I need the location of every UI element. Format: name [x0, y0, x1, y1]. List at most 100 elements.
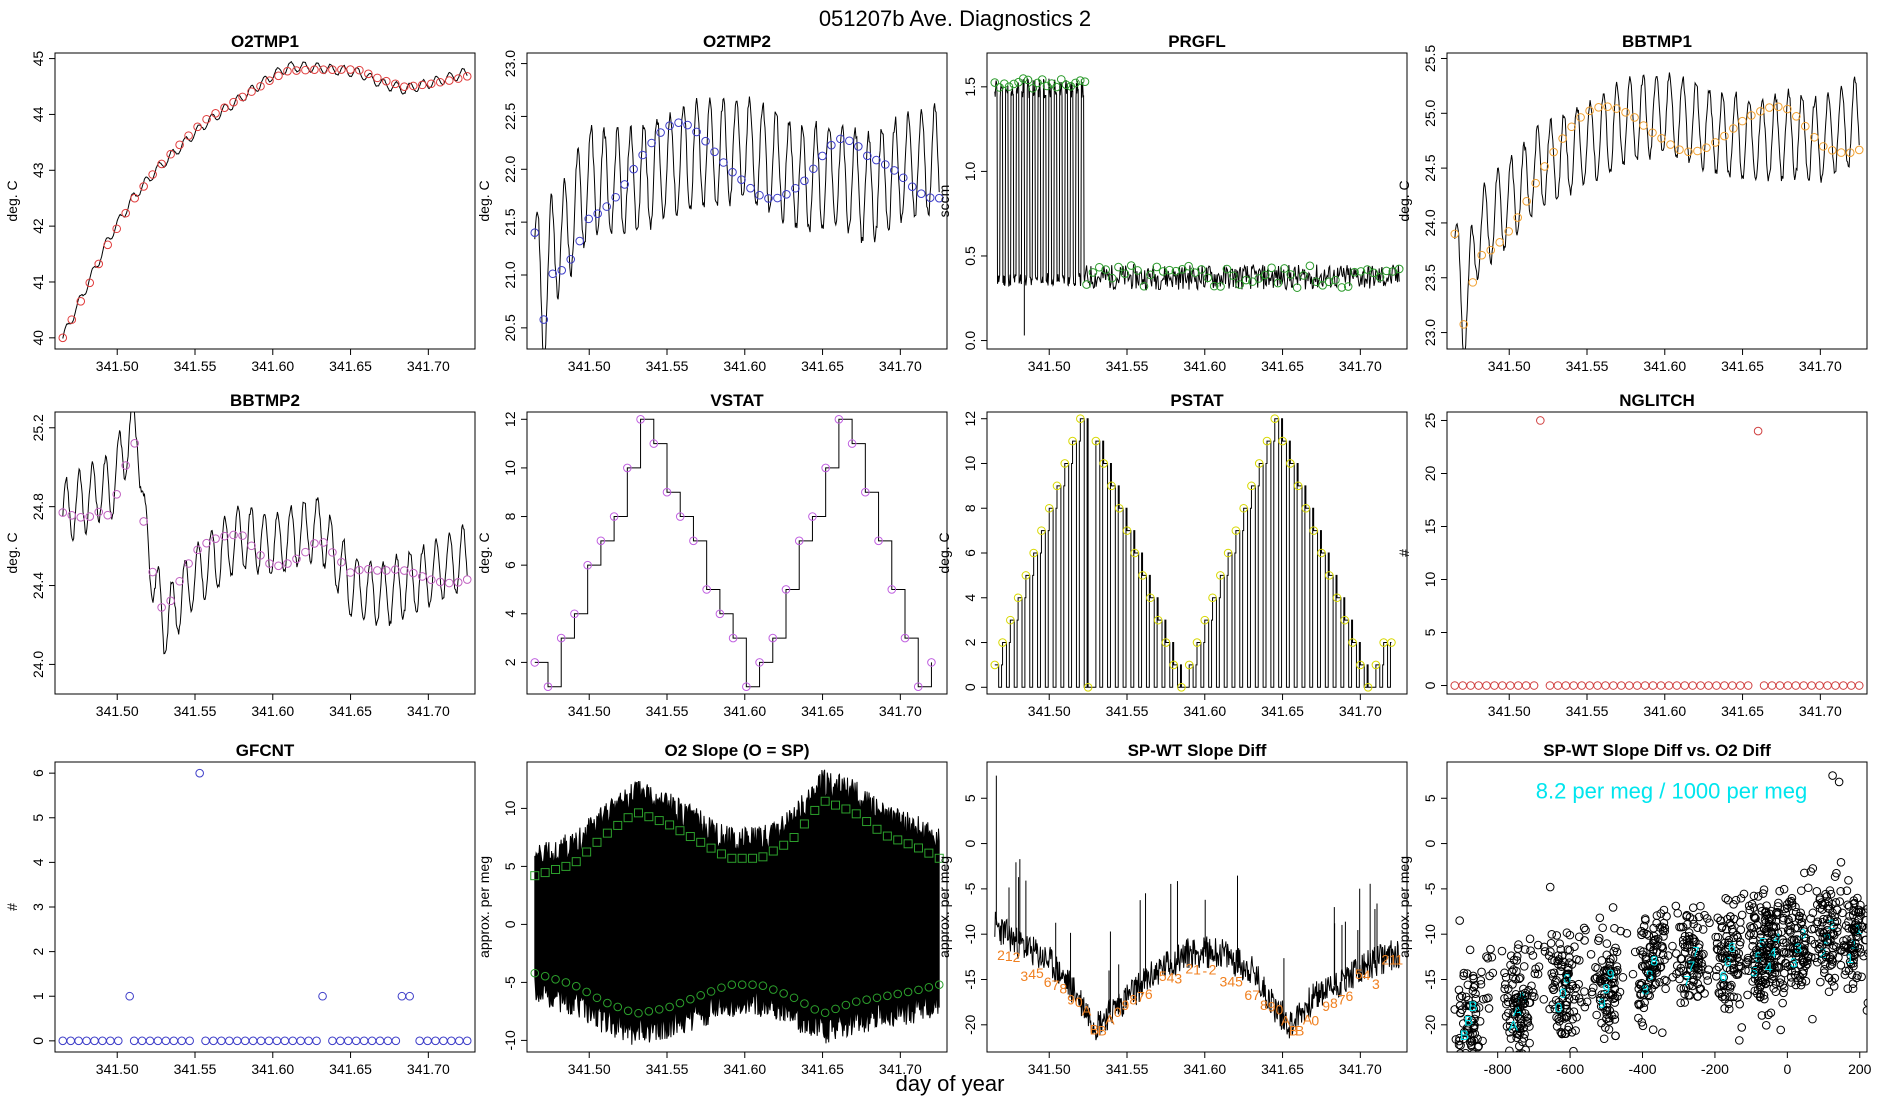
panel-vstat: VSTAT deg. C 341.50 341.55 341.60 341.65 341.7…	[476, 391, 948, 719]
scatter-point	[1528, 988, 1538, 997]
scatter-point	[1659, 932, 1668, 941]
scatter-point	[1737, 1023, 1747, 1032]
scatter-point	[1637, 926, 1646, 936]
data-point	[1743, 681, 1753, 690]
point-label: 2	[1185, 961, 1193, 977]
y-tick-label: 15	[1422, 518, 1438, 534]
scatter-point	[1565, 930, 1575, 940]
data-point	[238, 531, 247, 540]
cluster-label: 6	[1719, 968, 1727, 984]
point-label: 0	[1114, 1004, 1122, 1020]
y-tick-label: 2	[502, 658, 518, 666]
data-point	[130, 438, 139, 448]
scatter-point	[1854, 907, 1864, 917]
plot-area	[530, 96, 944, 349]
x-tick-label: 341.50	[568, 703, 611, 719]
data-point-square	[913, 843, 923, 853]
scatter-point	[1575, 956, 1584, 965]
scatter-point	[1652, 968, 1661, 977]
point-label: 0	[1311, 1012, 1319, 1028]
scatter-point	[1844, 876, 1853, 885]
data-point	[1688, 681, 1697, 690]
data-point	[1558, 134, 1567, 143]
scatter-point	[1746, 922, 1755, 931]
y-tick-label: 5	[30, 814, 46, 822]
data-point	[623, 1006, 633, 1016]
point-label: 8	[1059, 981, 1067, 997]
data-point	[453, 578, 463, 587]
x-tick-label: 341.65	[1261, 1061, 1304, 1077]
scatter-point	[1723, 895, 1733, 905]
scatter-point	[1467, 1051, 1472, 1052]
scatter-point	[1545, 882, 1555, 892]
data-point	[1809, 132, 1819, 142]
scatter-point	[1451, 1092, 1459, 1100]
data-point	[1091, 436, 1101, 446]
y-tick-label: 25.2	[30, 414, 46, 441]
scatter-point	[1488, 968, 1498, 978]
scatter-point	[1863, 949, 1867, 958]
scatter-point	[1526, 1064, 1534, 1072]
panel-title: O2 Slope (O = SP)	[664, 741, 809, 760]
data-point-square	[893, 835, 903, 845]
data-point-square	[820, 796, 830, 806]
data-point	[1107, 481, 1116, 491]
point-label: 7	[1338, 991, 1346, 1007]
data-point	[692, 127, 701, 137]
data-point	[1720, 131, 1729, 141]
series-line	[62, 412, 468, 655]
x-tick-label: 341.60	[1183, 703, 1226, 719]
x-tick-label: 200	[1848, 1061, 1872, 1077]
point-label: 3	[1020, 968, 1028, 984]
scatter-point	[1469, 1049, 1477, 1052]
data-point	[1765, 103, 1774, 112]
data-point	[1139, 281, 1149, 291]
panel-title: O2TMP2	[703, 32, 771, 51]
data-point	[1576, 113, 1585, 122]
data-point	[318, 991, 327, 1001]
data-point	[1684, 147, 1693, 157]
point-label: 8	[1129, 991, 1137, 1007]
scatter-point	[1649, 923, 1658, 933]
data-point	[872, 993, 882, 1003]
data-point	[841, 1000, 851, 1010]
scatter-point	[1692, 971, 1702, 981]
data-point	[58, 1036, 68, 1046]
data-point	[1107, 273, 1117, 283]
y-tick-label: 4	[30, 858, 46, 866]
scatter-point	[1511, 990, 1521, 999]
scatter-point	[1828, 957, 1837, 966]
scatter-point	[1841, 921, 1851, 930]
scatter-point	[1514, 940, 1523, 949]
data-point	[898, 173, 908, 183]
scatter-point	[1646, 942, 1655, 952]
point-label: 1	[1395, 952, 1403, 968]
scatter-point	[1748, 977, 1757, 986]
point-label: 0	[1075, 994, 1083, 1010]
point-label: B	[1295, 1022, 1304, 1038]
data-point	[1836, 148, 1846, 157]
scatter-point	[1714, 962, 1724, 972]
scatter-point	[1483, 953, 1493, 963]
scatter-point	[1734, 949, 1744, 958]
cluster-label: 6	[1724, 953, 1732, 969]
plot-area	[530, 769, 944, 1045]
cluster-label: B	[1460, 1027, 1469, 1043]
point-label: 5	[1235, 973, 1243, 989]
data-point	[794, 536, 804, 546]
scatter-point	[1456, 1049, 1465, 1052]
x-tick-label: 341.50	[568, 1061, 611, 1077]
data-point	[1247, 481, 1256, 491]
data-point	[791, 183, 800, 193]
data-point	[863, 151, 872, 161]
scatter-point	[1599, 1034, 1609, 1044]
data-point	[1621, 108, 1630, 117]
cluster-label: 4	[1769, 944, 1777, 960]
plot-frame	[526, 52, 948, 350]
data-point	[1301, 503, 1311, 513]
data-point	[1120, 269, 1130, 278]
data-point	[148, 170, 157, 179]
point-label: 3	[1174, 971, 1182, 987]
scatter-point	[1711, 932, 1721, 942]
